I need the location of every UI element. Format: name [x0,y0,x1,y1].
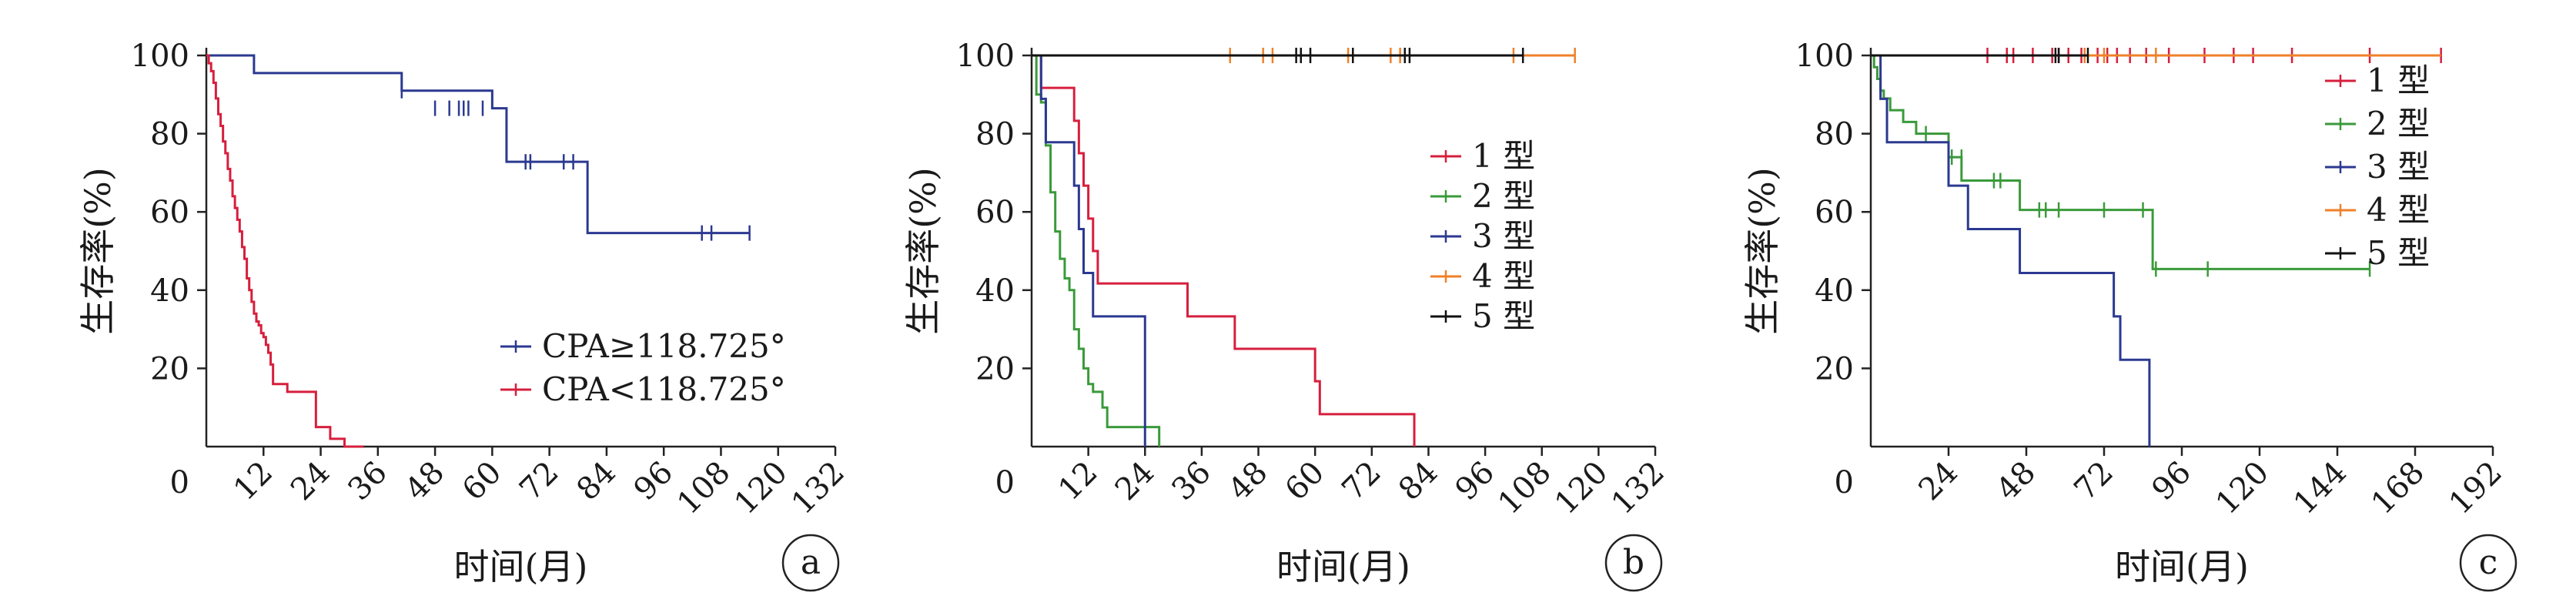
x-tick-label: 144 [2287,455,2354,522]
legend-label: 3 型 [1472,217,1535,255]
y-tick-label: 0 [170,465,189,501]
x-tick-label: 60 [456,455,509,508]
series-line-1 [206,54,750,235]
series-line-2 [1871,54,2370,270]
legend-label: 1 型 [1472,137,1535,175]
x-tick-label: 84 [1392,455,1445,508]
y-tick-label: 100 [956,39,1015,74]
y-tick-label: 100 [131,39,189,74]
x-tick-label: 168 [2365,455,2432,522]
legend-label: 1 型 [2367,62,2430,99]
series-line-2 [206,54,364,448]
x-axis-title: 时间(月) [2115,546,2249,588]
panel-label: b [1623,543,1644,582]
y-tick-label: 60 [975,195,1015,230]
x-tick-label: 72 [1335,455,1388,508]
legend-label: 2 型 [1472,177,1535,215]
y-axis-title: 生存率(%) [77,167,119,335]
legend-label: CPA<118.725° [542,370,786,408]
panel-label-circle [2459,534,2517,592]
x-tick-label: 48 [1990,455,2043,508]
x-tick-label: 36 [1165,455,1218,508]
x-tick-label: 132 [785,455,852,522]
x-tick-label: 108 [671,455,738,522]
panel-label-circle [1604,534,1663,592]
panel-label: a [801,543,821,582]
x-tick-label: 96 [1449,455,1502,508]
y-tick-label: 80 [975,117,1015,152]
legend-label: 5 型 [1472,297,1535,335]
y-tick-label: 0 [1835,465,1854,501]
y-tick-label: 40 [975,273,1015,309]
y-tick-label: 20 [975,351,1015,387]
x-tick-label: 24 [1109,455,1162,508]
x-tick-label: 96 [627,455,681,508]
y-tick-label: 60 [150,195,189,230]
legend-label: 2 型 [2367,105,2430,142]
series-line-3 [1032,54,1146,447]
x-tick-label: 96 [2146,455,2199,508]
legend-label: 5 型 [2367,234,2430,272]
x-tick-label: 84 [570,455,623,508]
x-tick-label: 120 [2210,455,2277,522]
x-tick-label: 24 [1912,455,1965,508]
y-tick-label: 80 [150,117,189,152]
x-axis-title: 时间(月) [454,546,588,588]
x-tick-label: 72 [2068,455,2121,508]
legend-label: CPA≥118.725° [542,327,786,365]
x-tick-label: 48 [399,455,452,508]
x-tick-label: 36 [341,455,394,508]
legend-label: 3 型 [2367,148,2430,186]
y-tick-label: 80 [1815,117,1854,152]
legend-label: 4 型 [2367,191,2430,229]
x-tick-label: 192 [2443,455,2510,522]
y-axis-title: 生存率(%) [902,167,944,335]
panel-c: 0 20 40 60 80 100 24 48 72 96 120 144 168 192 时间(月) 生存率… [1741,39,2517,592]
x-tick-label: 120 [728,455,795,522]
y-tick-label: 100 [1795,39,1854,74]
x-tick-label: 60 [1279,455,1332,508]
x-axis-title: 时间(月) [1276,546,1410,588]
x-tick-label: 48 [1222,455,1275,508]
panel-label-circle [781,534,840,592]
legend-label: 4 型 [1472,257,1535,295]
panel-label: c [2479,543,2498,582]
y-tick-label: 0 [995,465,1015,501]
x-tick-label: 108 [1491,455,1558,522]
series-line-3 [1871,54,2151,447]
x-tick-label: 12 [227,455,280,508]
y-tick-label: 20 [1815,351,1854,387]
y-tick-label: 20 [150,351,189,387]
x-tick-label: 72 [513,455,566,508]
series-line-1 [1032,54,1416,447]
y-tick-label: 40 [1815,273,1854,309]
x-tick-label: 132 [1605,455,1672,522]
x-tick-label: 120 [1548,455,1615,522]
y-tick-label: 40 [150,273,189,309]
x-tick-label: 24 [284,455,337,508]
y-tick-label: 60 [1815,195,1854,230]
y-axis-title: 生存率(%) [1741,167,1783,335]
x-tick-label: 12 [1052,455,1105,508]
